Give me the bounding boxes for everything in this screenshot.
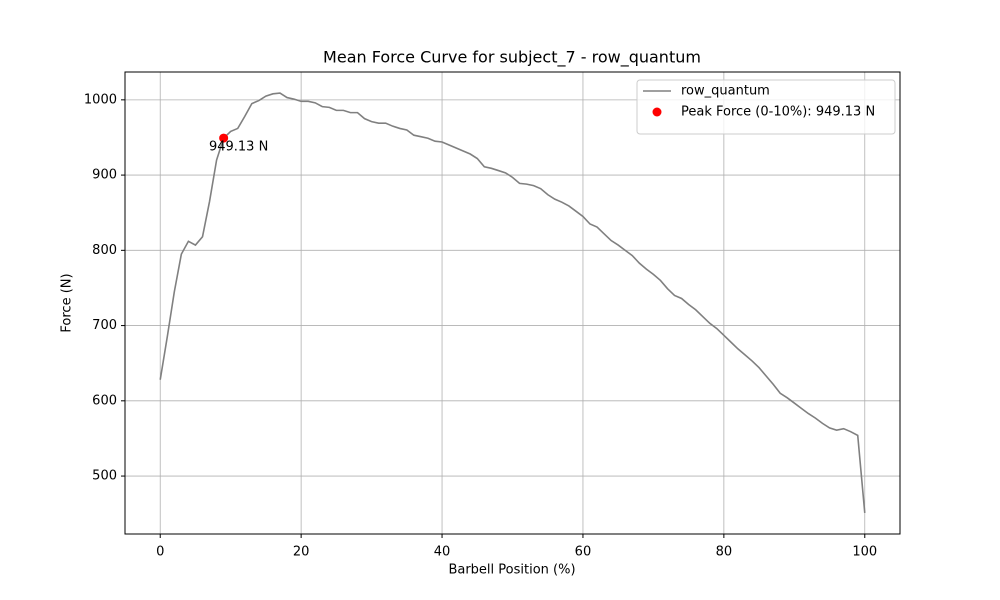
chart-title: Mean Force Curve for subject_7 - row_qua… [323,48,701,68]
x-tick-label: 80 [716,545,733,560]
y-axis-label: Force (N) [60,273,75,332]
y-tick-label: 600 [92,393,117,408]
x-tick-label: 100 [852,545,877,560]
legend: row_quantum Peak Force (0-10%): 949.13 N [636,79,896,135]
legend-box [636,79,896,135]
x-axis-label: Barbell Position (%) [448,563,575,578]
y-tick-label: 1000 [84,92,117,107]
plot-frame [124,71,901,535]
y-tick-label: 500 [92,469,117,484]
x-tick-label: 0 [156,545,164,560]
peak-point [219,133,229,143]
data-line [159,92,866,514]
legend-label: Peak Force (0-10%): 949.13 N [681,105,875,120]
y-tick-label: 700 [92,318,117,333]
y-tick-label: 800 [92,243,117,258]
x-tick-label: 60 [575,545,592,560]
y-tick-label: 900 [92,168,117,183]
legend-marker [652,107,662,117]
x-tick-label: 40 [434,545,451,560]
data-label: 949.13 N [209,140,268,155]
legend-label: row_quantum [681,84,770,99]
x-tick-label: 20 [293,545,310,560]
